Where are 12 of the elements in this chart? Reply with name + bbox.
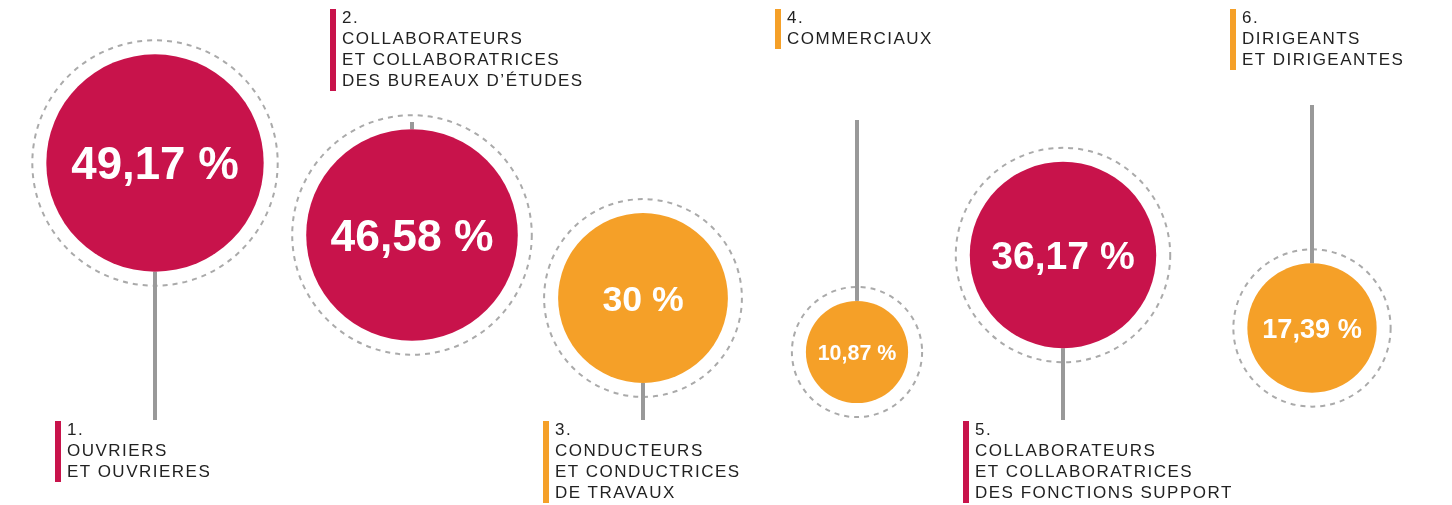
category-label: 5. COLLABORATEURS ET COLLABORATRICES DES FONCTIONS SUPPORT xyxy=(975,420,1233,502)
data-label: 10,87 % xyxy=(817,340,897,365)
data-label: 46,58 % xyxy=(330,210,494,260)
data-label: 36,17 % xyxy=(991,234,1135,278)
data-label: 49,17 % xyxy=(71,138,239,190)
category-label: 3. CONDUCTEURS ET CONDUCTRICES DE TRAVAUX xyxy=(555,420,741,502)
category-label: 4. COMMERCIAUX xyxy=(787,8,933,48)
category-label: 1. OUVRIERS ET OUVRIERES xyxy=(67,420,212,481)
data-label: 30 % xyxy=(602,278,684,319)
data-label: 17,39 % xyxy=(1262,312,1362,344)
category-label: 2. COLLABORATEURS ET COLLABORATRICES DES BUREAUX D’ÉTUDES xyxy=(342,8,584,90)
category-label: 6. DIRIGEANTS ET DIRIGEANTES xyxy=(1242,8,1405,69)
